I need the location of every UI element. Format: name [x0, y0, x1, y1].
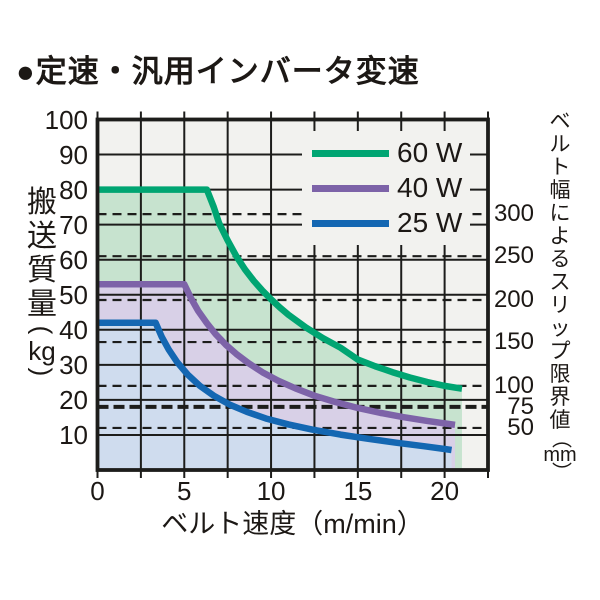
- y2-tick-label: 50: [507, 413, 534, 441]
- y2-tick-label: 200: [493, 286, 534, 313]
- y-tick-label: 80: [59, 174, 88, 205]
- x-tick-label: 10: [256, 476, 286, 506]
- rotated-close-paren: ): [26, 367, 57, 377]
- legend-label-40w: 40 W: [397, 172, 463, 203]
- legend-label-25w: 25 W: [397, 207, 463, 238]
- rotated-open-paren: （: [549, 428, 572, 449]
- legend-line-25w-icon: [312, 219, 389, 227]
- y-tick-label: 60: [59, 244, 88, 275]
- y-tick-label: 10: [59, 419, 88, 450]
- y2-tick-label: 100: [493, 371, 534, 399]
- y2-tick-label: 300: [493, 200, 534, 228]
- axis-title-char: 界: [549, 386, 571, 409]
- axis-title-char: 質: [27, 254, 57, 287]
- x-tick-label: 20: [430, 476, 460, 506]
- axis-unit: kg: [28, 336, 56, 366]
- axis-title-char: ス: [549, 271, 571, 294]
- y-tick-label: 20: [59, 384, 88, 415]
- x-axis-title: ベルト速度（m/min）: [161, 509, 424, 539]
- legend-line-40w-icon: [312, 184, 389, 192]
- y-tick-label: 50: [59, 279, 88, 310]
- axis-title-char: 値: [549, 409, 571, 432]
- y2-tick-label: 75: [507, 392, 534, 420]
- y-axis-title: 搬送質量 (kg): [20, 186, 64, 380]
- y-tick-label: 30: [59, 349, 88, 380]
- axis-title-char: ト: [549, 156, 571, 179]
- axis-title-char: よ: [549, 225, 571, 248]
- axis-title-char: 限: [549, 363, 571, 386]
- axis-title-char: に: [549, 202, 571, 225]
- y-tick-label: 100: [44, 104, 88, 135]
- y-tick-label: 40: [59, 314, 88, 345]
- y-tick-label: 70: [59, 209, 88, 240]
- axis-title-char: ッ: [549, 317, 571, 340]
- legend-line-60w-icon: [312, 149, 389, 157]
- axis-title-char: ベ: [549, 110, 571, 133]
- page-title: ●定速・汎用インバータ変速: [16, 54, 420, 89]
- y-tick-label: 90: [59, 139, 88, 170]
- axis-title-char: 搬: [27, 186, 57, 219]
- rotated-close-paren: ）: [549, 461, 572, 482]
- axis-title-char: ル: [549, 133, 571, 156]
- axis-title-char: 送: [27, 220, 57, 253]
- y2-tick-label: 150: [493, 328, 534, 356]
- chart-legend: 60 W 40 W 25 W: [302, 131, 470, 245]
- y2-tick-label: 250: [493, 242, 534, 270]
- rotated-open-paren: (: [26, 325, 57, 335]
- legend-item-40w: 40 W: [312, 171, 462, 205]
- legend-item-25w: 25 W: [312, 206, 462, 240]
- axis-title-char: プ: [549, 340, 571, 363]
- axis-unit: mm: [543, 444, 577, 466]
- x-tick-label: 15: [343, 476, 373, 506]
- axis-title-char: リ: [549, 294, 571, 317]
- y2-axis-title: ベルト幅によるスリップ限界値（mm）: [540, 110, 580, 482]
- axis-title-char: 量: [27, 288, 57, 321]
- legend-item-60w: 60 W: [312, 136, 462, 170]
- x-tick-label: 5: [177, 476, 192, 506]
- legend-label-60w: 60 W: [397, 137, 463, 168]
- x-tick-label: 0: [90, 476, 105, 506]
- axis-title-char: 幅: [549, 179, 571, 202]
- axis-title-char: る: [549, 248, 571, 271]
